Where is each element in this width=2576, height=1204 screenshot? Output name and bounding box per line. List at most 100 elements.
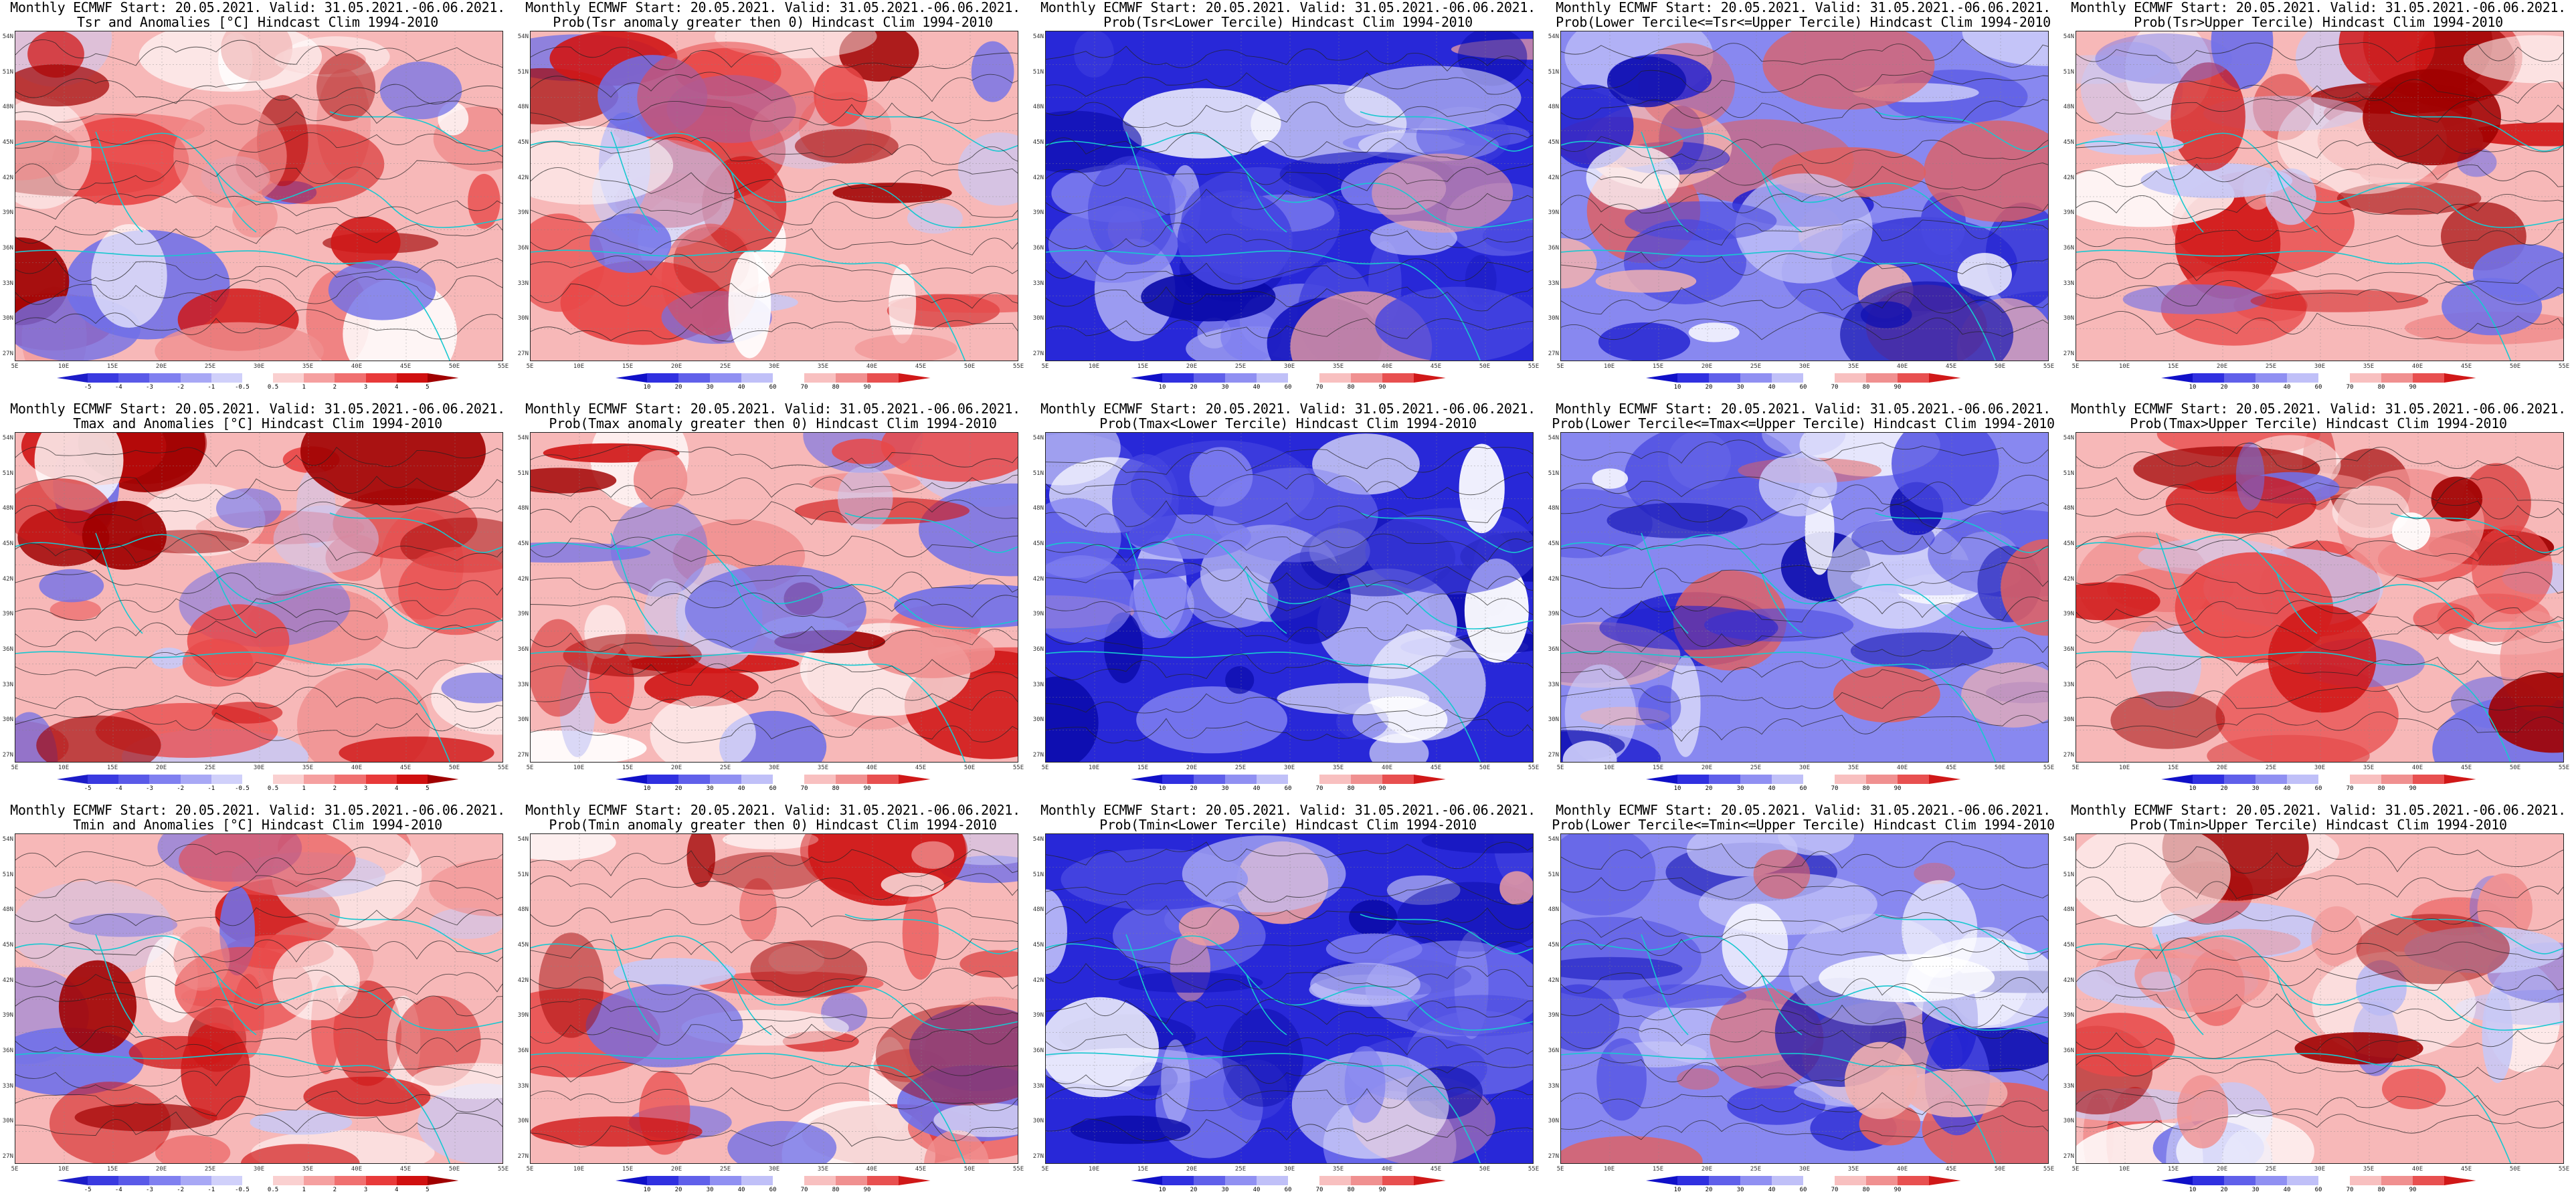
latitude-tick-label: 54N: [517, 836, 529, 843]
map-panel: Monthly ECMWF Start: 20.05.2021. Valid: …: [1030, 401, 1546, 803]
legend-swatch: [1740, 1176, 1772, 1185]
legend-swatch: [1898, 775, 1930, 784]
legend-swatch: [804, 1176, 836, 1185]
longitude-tick-label: 10E: [2118, 765, 2130, 771]
legend-label: 80: [2377, 785, 2385, 792]
latitude-tick-label: 51N: [1548, 470, 1559, 477]
longitude-tick-label: 10E: [1088, 1166, 1100, 1173]
legend-swatch: [180, 373, 212, 383]
longitude-tick-label: 5E: [2072, 765, 2080, 771]
legend-label: 70: [2346, 785, 2354, 792]
legend-swatch: [741, 373, 773, 383]
legend-swatch: [2193, 1176, 2225, 1185]
legend-label: 70: [800, 785, 808, 792]
longitude-tick-label: 15E: [1137, 363, 1149, 370]
legend-label: 10: [2189, 384, 2197, 391]
longitude-tick-label: 10E: [58, 765, 70, 771]
longitude-tick-label: 55E: [2558, 1166, 2570, 1173]
legend-swatch: [710, 775, 742, 784]
legend-label: -4: [114, 384, 122, 391]
legend-label: 30: [2251, 785, 2260, 792]
legend-swatch: [836, 1176, 868, 1185]
longitude-tick-label: 50E: [1994, 363, 2006, 370]
legend-swatch: [1319, 775, 1352, 784]
longitude-tick-label: 50E: [2509, 765, 2521, 771]
legend-label: 40: [1253, 384, 1261, 391]
latitude-tick-label: 39N: [1548, 611, 1559, 618]
latitude-tick-label: 39N: [2063, 1012, 2074, 1019]
latitude-tick-label: 54N: [517, 33, 529, 40]
latitude-tick-label: 39N: [2, 611, 13, 618]
legend-label: -2: [177, 384, 185, 391]
map-area: [15, 31, 503, 361]
legend-swatch: [867, 373, 899, 383]
color-legend: 10 20 30 40 60 70 80 90: [1131, 1176, 1446, 1193]
legend-swatch: [180, 1176, 212, 1185]
legend-swatch: [1709, 373, 1741, 383]
longitude-tick-label: 20E: [670, 1166, 682, 1173]
legend-swatch: [1382, 373, 1414, 383]
legend-swatch: [2381, 775, 2413, 784]
latitude-tick-label: 39N: [1548, 1012, 1559, 1019]
legend-label: 40: [737, 384, 745, 391]
longitude-tick-label: 25E: [1750, 363, 1762, 370]
legend-swatch: [1835, 373, 1867, 383]
map-panel: Monthly ECMWF Start: 20.05.2021. Valid: …: [1546, 0, 2061, 401]
legend-label: 80: [832, 785, 840, 792]
legend-label: -4: [114, 785, 122, 792]
longitude-tick-label: 15E: [622, 765, 634, 771]
legend-label: 20: [1190, 1187, 1198, 1193]
longitude-tick-label: 20E: [670, 363, 682, 370]
legend-swatch: [773, 775, 805, 784]
legend-swatch: [1646, 1176, 1678, 1185]
latitude-tick-label: 45N: [517, 139, 529, 146]
legend-swatch: [1288, 775, 1320, 784]
longitude-tick-label: 45E: [399, 363, 411, 370]
panel-title: Monthly ECMWF Start: 20.05.2021. Valid: …: [515, 0, 1030, 29]
color-legend: 10 20 30 40 60 70 80 90: [616, 775, 931, 792]
legend-swatch: [1225, 775, 1257, 784]
panel-title-line1: Monthly ECMWF Start: 20.05.2021. Valid: …: [525, 401, 1020, 417]
latitude-tick-label: 48N: [2, 505, 13, 512]
longitude-tick-label: 30E: [2314, 1166, 2326, 1173]
latitude-tick-label: 39N: [2063, 209, 2074, 217]
legend-label: 60: [1284, 384, 1292, 391]
legend-swatch: [678, 1176, 711, 1185]
longitude-tick-label: 55E: [2043, 363, 2055, 370]
latitude-tick-label: 48N: [2, 906, 13, 914]
panel-title-line2: Prob(Tmax>Upper Tercile) Hindcast Clim 1…: [2130, 415, 2507, 431]
legend-label: 20: [674, 1187, 682, 1193]
legend-label: 20: [1705, 384, 1713, 391]
legend-label: 70: [1315, 1187, 1323, 1193]
latitude-tick-label: 27N: [517, 1153, 529, 1160]
legend-swatch: [335, 373, 367, 383]
longitude-tick-label: 30E: [1799, 1166, 1811, 1173]
latitude-tick-label: 33N: [517, 1082, 529, 1090]
legend-swatch: [804, 373, 836, 383]
latitude-tick-label: 30N: [1032, 1118, 1044, 1125]
legend-swatch: [273, 775, 304, 784]
panel-title-line1: Monthly ECMWF Start: 20.05.2021. Valid: …: [1040, 401, 1536, 417]
longitude-tick-label: 55E: [2043, 1166, 2055, 1173]
color-legend: 10 20 30 40 60 70 80 90: [1131, 373, 1446, 391]
panel-title-line2: Prob(Tsr anomaly greater then 0) Hindcas…: [553, 14, 993, 30]
longitude-tick-label: 55E: [1012, 363, 1024, 370]
longitude-tick-label: 30E: [1283, 363, 1295, 370]
legend-swatch: [647, 1176, 679, 1185]
longitude-tick-label: 45E: [399, 1166, 411, 1173]
legend-swatch: [2444, 373, 2476, 383]
longitude-tick-label: 50E: [963, 363, 976, 370]
map-panel: Monthly ECMWF Start: 20.05.2021. Valid: …: [2061, 401, 2576, 803]
legend-swatch: [1194, 373, 1226, 383]
legend-label: -3: [146, 1187, 153, 1193]
legend-label: 40: [2283, 384, 2291, 391]
longitude-tick-label: 15E: [106, 765, 118, 771]
latitude-tick-label: 54N: [1548, 33, 1559, 40]
legend-swatch: [427, 775, 459, 784]
map-area: [530, 833, 1018, 1164]
latitude-tick-label: 33N: [2, 280, 13, 287]
legend-swatch: [2224, 775, 2256, 784]
legend-swatch: [2287, 1176, 2319, 1185]
panel-title-line1: Monthly ECMWF Start: 20.05.2021. Valid: …: [10, 401, 505, 417]
legend-swatch: [1772, 373, 1804, 383]
